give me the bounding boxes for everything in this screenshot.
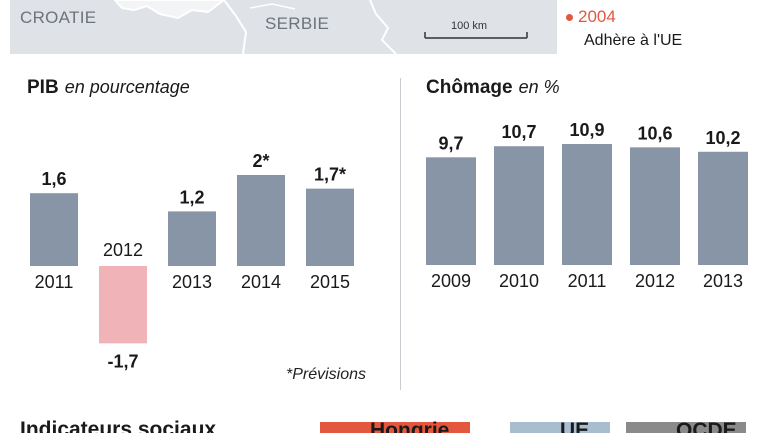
pib-value-label-2014: 2* (252, 151, 269, 171)
map-legend-year: 2004 (566, 7, 616, 27)
pib-tick-label-2011: 2011 (35, 272, 74, 292)
pib-bar-2014 (237, 175, 285, 266)
map-shapes (113, 0, 528, 54)
chomage-chart-title: Chômage en % (426, 77, 560, 99)
pib-value-label-2012: -1,7 (107, 351, 138, 371)
pib-value-label-2013: 1,2 (179, 187, 204, 207)
legend-hongrie-swatch (320, 422, 470, 433)
chomage-bar-2012 (630, 147, 680, 265)
map-legend-description: Adhère à l'UE (584, 32, 683, 49)
chomage-bar-2010 (494, 146, 544, 265)
pib-bar-2012 (99, 266, 147, 344)
chomage-tick-label-2012: 2012 (635, 271, 675, 291)
chomage-subtitle: en % (518, 77, 560, 97)
chomage-tick-label-2011: 2011 (568, 271, 607, 291)
chomage-value-label-2010: 10,7 (501, 122, 536, 142)
pib-chart-title: PIB en pourcentage (27, 77, 190, 99)
legend-dot-icon (566, 14, 573, 22)
pib-bar-2015 (306, 188, 354, 266)
forecast-note: *Prévisions (286, 366, 367, 383)
pib-tick-label-2012: 2012 (103, 240, 143, 260)
chomage-bar-2013 (698, 151, 748, 265)
pib-subtitle: en pourcentage (64, 77, 190, 97)
pib-chart: 1,6 2011 -1,7 2012 1,2 2013 2* 2014 1,7* 2015 (30, 151, 354, 371)
map-label-serbie: SERBIE (265, 14, 330, 33)
chomage-bar-2011 (562, 144, 612, 265)
pib-tick-label-2014: 2014 (241, 272, 281, 292)
legend-ue: UE (510, 419, 610, 433)
chomage-tick-label-2009: 2009 (431, 271, 471, 291)
pib-title: PIB (27, 77, 59, 98)
chomage-value-label-2011: 10,9 (569, 120, 604, 140)
chomage-title: Chômage (426, 77, 513, 98)
pib-tick-label-2015: 2015 (310, 272, 350, 292)
chomage-tick-label-2013: 2013 (703, 271, 743, 291)
map-label-croatie: CROATIE (20, 8, 97, 27)
legend-ue-swatch (510, 422, 610, 433)
legend-ocde: OCDE (626, 419, 746, 433)
legend-hongrie: Hongrie (320, 419, 470, 433)
chomage-chart: 9,7 2009 10,7 2010 10,9 2011 10,6 2012 10,2 2013 (426, 120, 748, 291)
legend-ue-label: UE (560, 419, 590, 433)
map-strip: CROATIE SERBIE 100 km (10, 0, 557, 54)
chomage-value-label-2013: 10,2 (705, 128, 740, 148)
chomage-value-label-2012: 10,6 (637, 123, 672, 143)
pib-tick-label-2013: 2013 (172, 272, 212, 292)
social-indicators-header: Indicateurs sociaux Hongrie UE OCDE (0, 413, 770, 433)
chomage-bar-2009 (426, 157, 476, 265)
pib-value-label-2011: 1,6 (41, 169, 66, 189)
pib-bar-2013 (168, 211, 216, 266)
legend-ocde-label: OCDE (676, 419, 737, 433)
chomage-value-label-2009: 9,7 (438, 133, 463, 153)
chart-divider (400, 78, 401, 390)
legend-hongrie-label: Hongrie (370, 419, 450, 433)
chomage-tick-label-2010: 2010 (499, 271, 539, 291)
pib-bar-2011 (30, 193, 78, 266)
map-legend-year-text: 2004 (578, 7, 616, 26)
social-indicators-title: Indicateurs sociaux (20, 418, 217, 433)
map-scale-label: 100 km (451, 20, 488, 32)
pib-value-label-2015: 1,7* (314, 165, 346, 185)
legend-ocde-swatch (626, 422, 746, 433)
